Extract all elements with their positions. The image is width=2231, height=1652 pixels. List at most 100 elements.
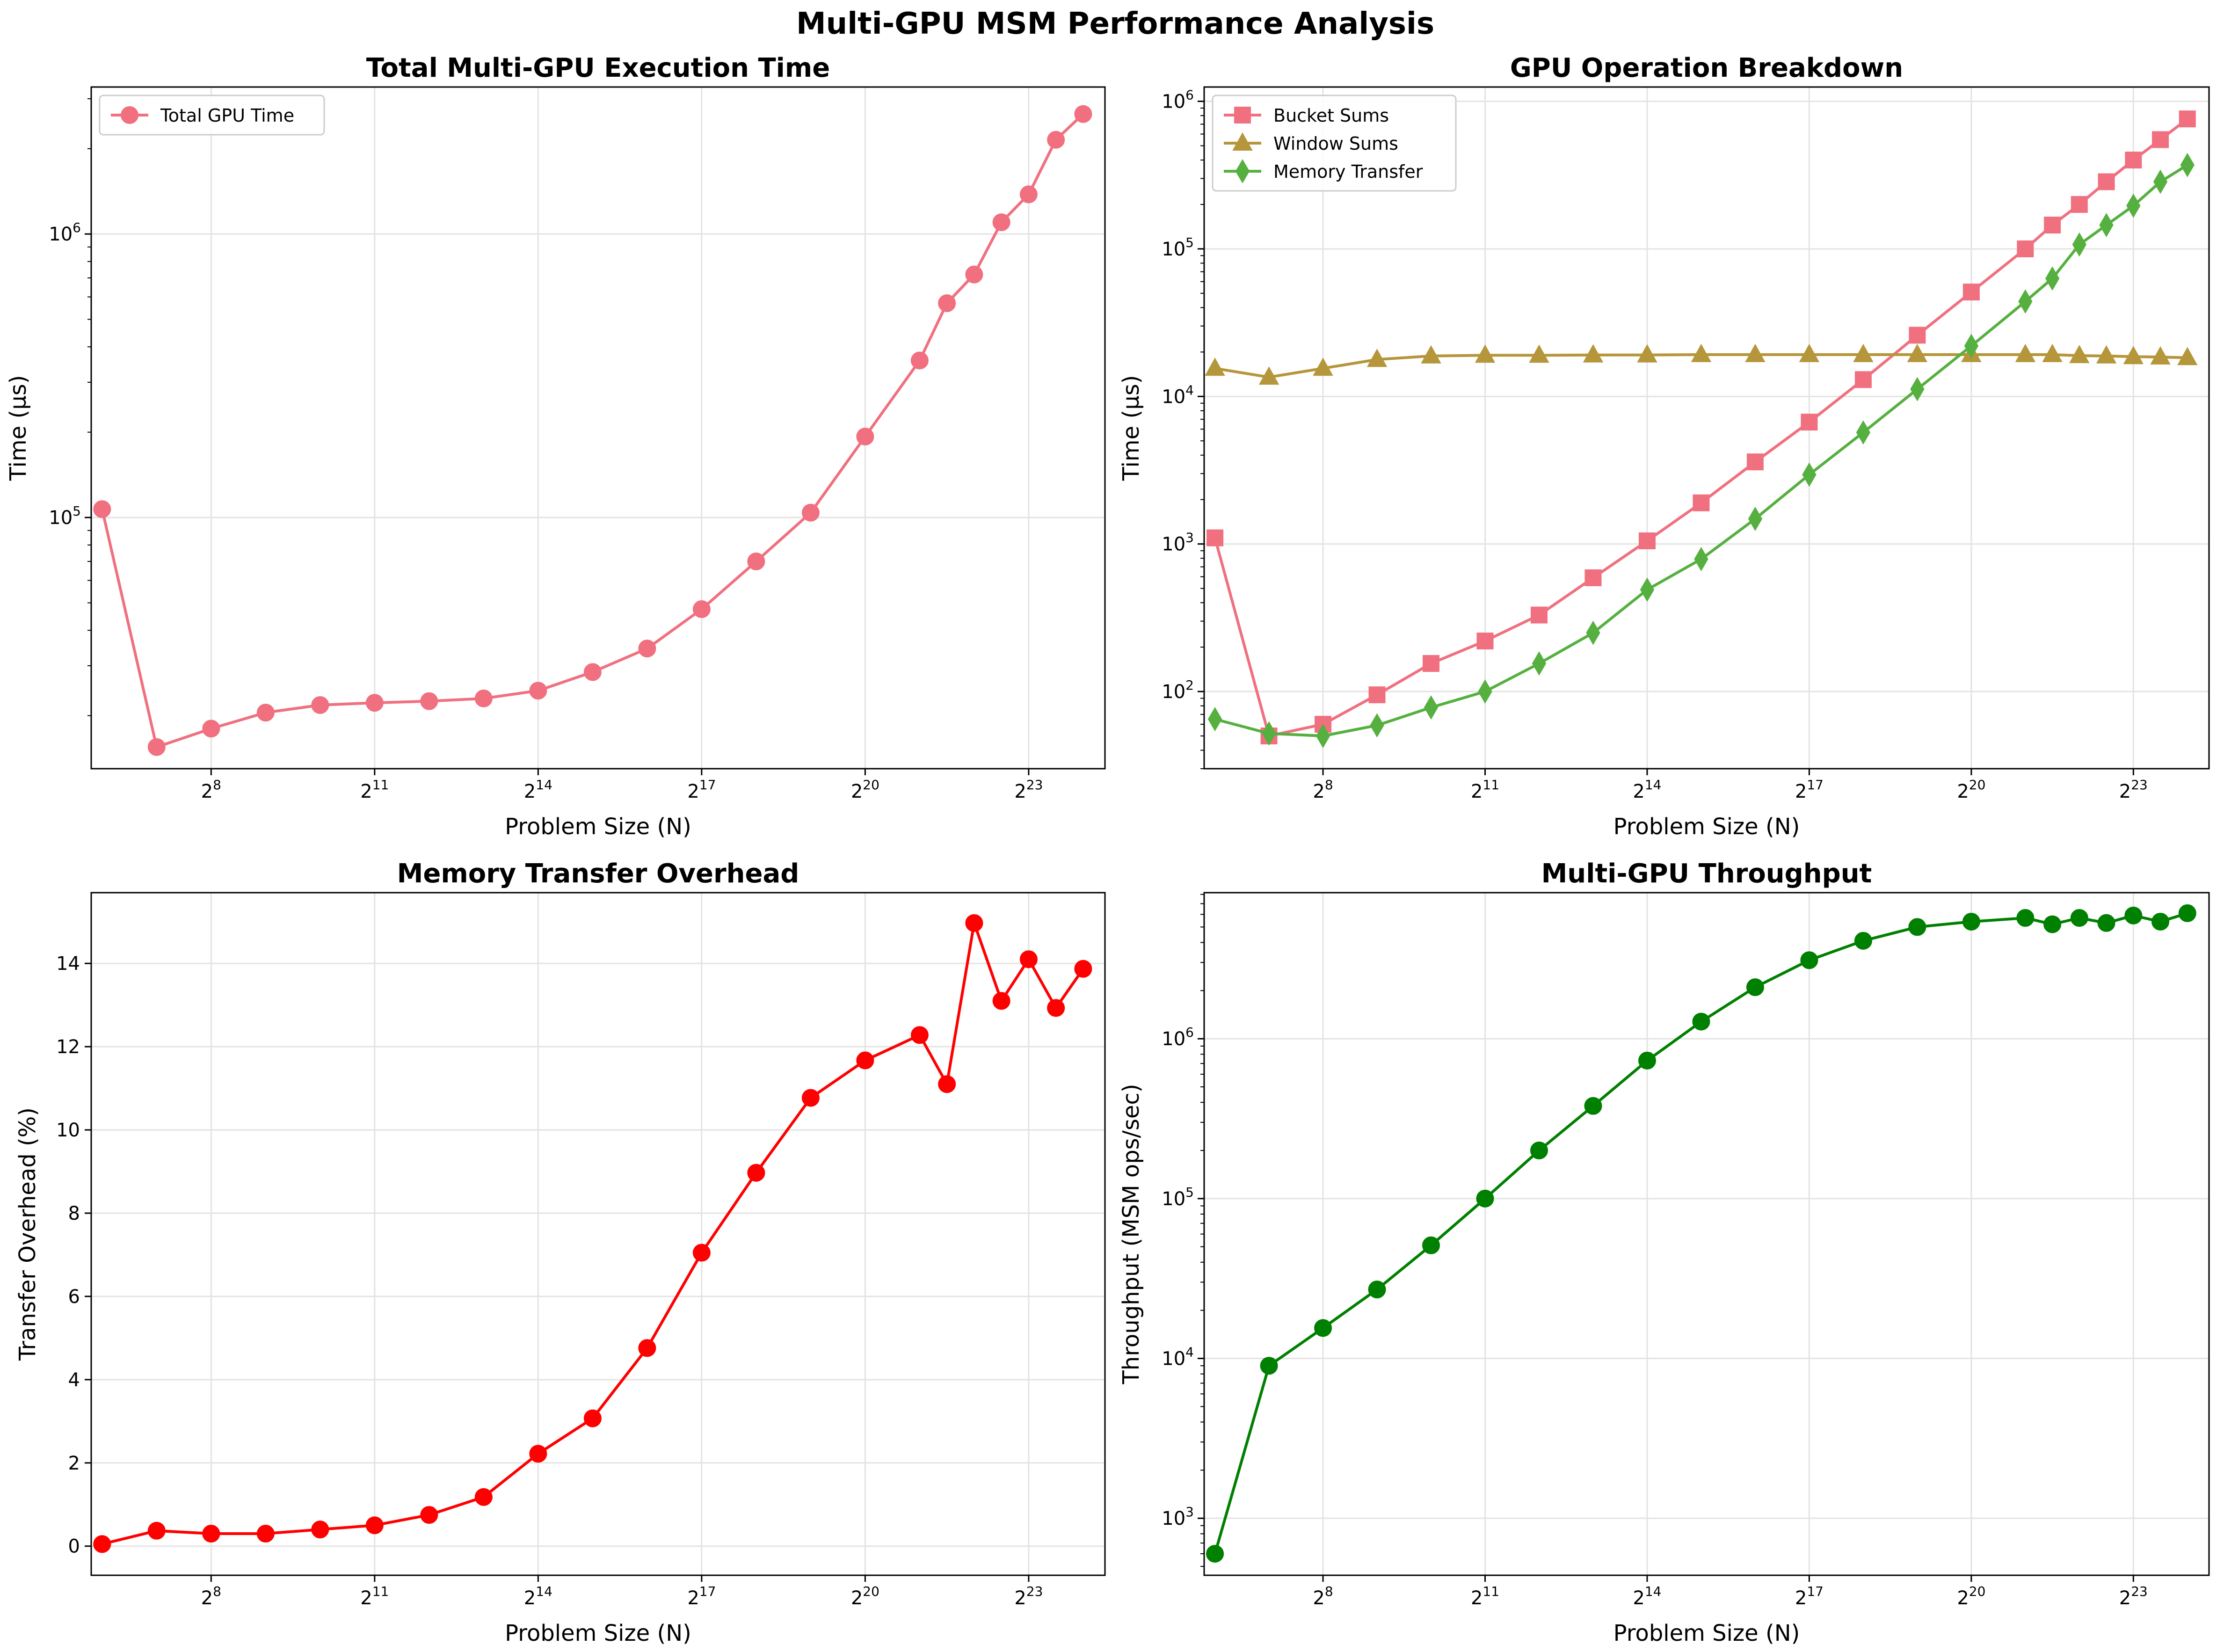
data-point [1313, 357, 1333, 376]
y-tick-label: 106 [1162, 87, 1194, 113]
x-tick-label: 211 [1471, 1584, 1499, 1609]
series-line-3 [1214, 164, 2188, 737]
data-point [1638, 1051, 1656, 1070]
series-line-1 [102, 921, 1084, 1546]
data-point [747, 552, 765, 570]
x-tick-label: 220 [851, 1584, 879, 1609]
data-point [1206, 529, 1224, 546]
data-point [583, 1409, 602, 1427]
y-tick-label: 104 [1162, 1345, 1194, 1370]
x-tick-label: 223 [1014, 1584, 1043, 1609]
data-point [2042, 343, 2063, 362]
data-point [2045, 266, 2060, 291]
data-point [1962, 284, 1980, 301]
data-point [1206, 1544, 1224, 1563]
data-point [1907, 343, 1928, 362]
data-point [2043, 915, 2062, 933]
data-point [1802, 462, 1817, 487]
data-point [1691, 343, 1712, 362]
data-point [2099, 213, 2114, 238]
data-point [1583, 344, 1604, 363]
subplot-title: Multi-GPU Throughput [1541, 859, 1872, 889]
data-point [1314, 1319, 1332, 1337]
subplot-title: Total Multi-GPU Execution Time [366, 53, 830, 83]
data-point [529, 1445, 547, 1463]
data-point [992, 992, 1010, 1010]
data-point [202, 720, 220, 738]
data-point [1531, 606, 1548, 624]
data-point [1853, 343, 1874, 362]
data-point [801, 503, 820, 522]
data-point [365, 1516, 384, 1535]
data-point [1584, 569, 1602, 586]
data-point [2152, 131, 2169, 148]
legend-marker [1232, 132, 1253, 151]
x-tick-label: 28 [201, 1584, 221, 1609]
data-point [2123, 346, 2144, 364]
series-line-2 [1214, 353, 2187, 379]
data-point [256, 704, 275, 722]
x-tick-label: 214 [1633, 1584, 1661, 1609]
data-point [2069, 345, 2090, 364]
data-point [2179, 110, 2196, 128]
data-point [1019, 185, 1038, 204]
data-point [202, 1525, 220, 1543]
y-tick-label: 104 [1162, 382, 1194, 408]
data-point [1370, 713, 1384, 738]
data-point [1047, 999, 1065, 1017]
legend-box [99, 95, 325, 136]
y-tick-label: 105 [49, 503, 81, 529]
y-tick-label: 102 [1162, 677, 1194, 703]
subplot-4: 28 211 214 217 220 223 103 104 105 106 Multi-GPU T… [1118, 859, 2210, 1646]
x-tick-label: 28 [201, 777, 221, 802]
legend-box [1212, 95, 1457, 192]
data-point [2044, 217, 2061, 234]
subplot-3: 28 211 214 217 220 223 0 2 4 6 8 10 12 14 Memory Trans… [15, 859, 1106, 1646]
x-tick-label: 214 [524, 1584, 552, 1609]
data-point [1586, 620, 1600, 645]
data-point [1205, 357, 1225, 376]
data-point [1532, 651, 1547, 676]
data-point [692, 600, 711, 619]
data-point [311, 696, 329, 714]
data-point [365, 694, 384, 712]
data-point [2125, 152, 2142, 169]
y-tick-label: 8 [68, 1203, 80, 1224]
data-point [1475, 344, 1496, 363]
data-point [1799, 343, 1820, 362]
data-point [93, 500, 111, 518]
data-point [856, 428, 874, 446]
x-tick-label: 220 [1957, 1584, 1985, 1609]
data-point [1854, 932, 1872, 950]
grid-lines [1204, 893, 2209, 1575]
data-point [1262, 721, 1276, 746]
data-point [474, 1488, 493, 1506]
legend: Bucket Sums Window Sums Memory Transfer [1212, 95, 1457, 192]
data-point [2015, 343, 2036, 362]
data-point [1909, 327, 1926, 344]
x-tick-label: 223 [1014, 777, 1043, 802]
data-point [1800, 951, 1818, 969]
data-point [1258, 366, 1279, 385]
data-point [1529, 344, 1549, 363]
data-point [1074, 960, 1092, 978]
data-point [965, 914, 983, 932]
y-tick-label: 105 [1162, 235, 1194, 260]
data-point [910, 351, 929, 370]
data-point [2072, 232, 2086, 257]
y-tick-label: 103 [1162, 530, 1194, 555]
data-point [93, 1535, 111, 1553]
plot-area [93, 105, 1092, 756]
legend-marker [121, 106, 138, 124]
data-point [1801, 414, 1818, 431]
data-point [1476, 633, 1494, 650]
data-point [1962, 912, 1980, 931]
axes-frame [1203, 86, 2210, 770]
data-point [1368, 686, 1386, 704]
x-tick-label: 223 [2119, 777, 2148, 802]
x-tick-label: 217 [687, 1584, 716, 1609]
x-tick-label: 217 [1795, 777, 1824, 802]
x-tick-label: 217 [1795, 1584, 1824, 1609]
x-tick-label: 220 [851, 777, 879, 802]
